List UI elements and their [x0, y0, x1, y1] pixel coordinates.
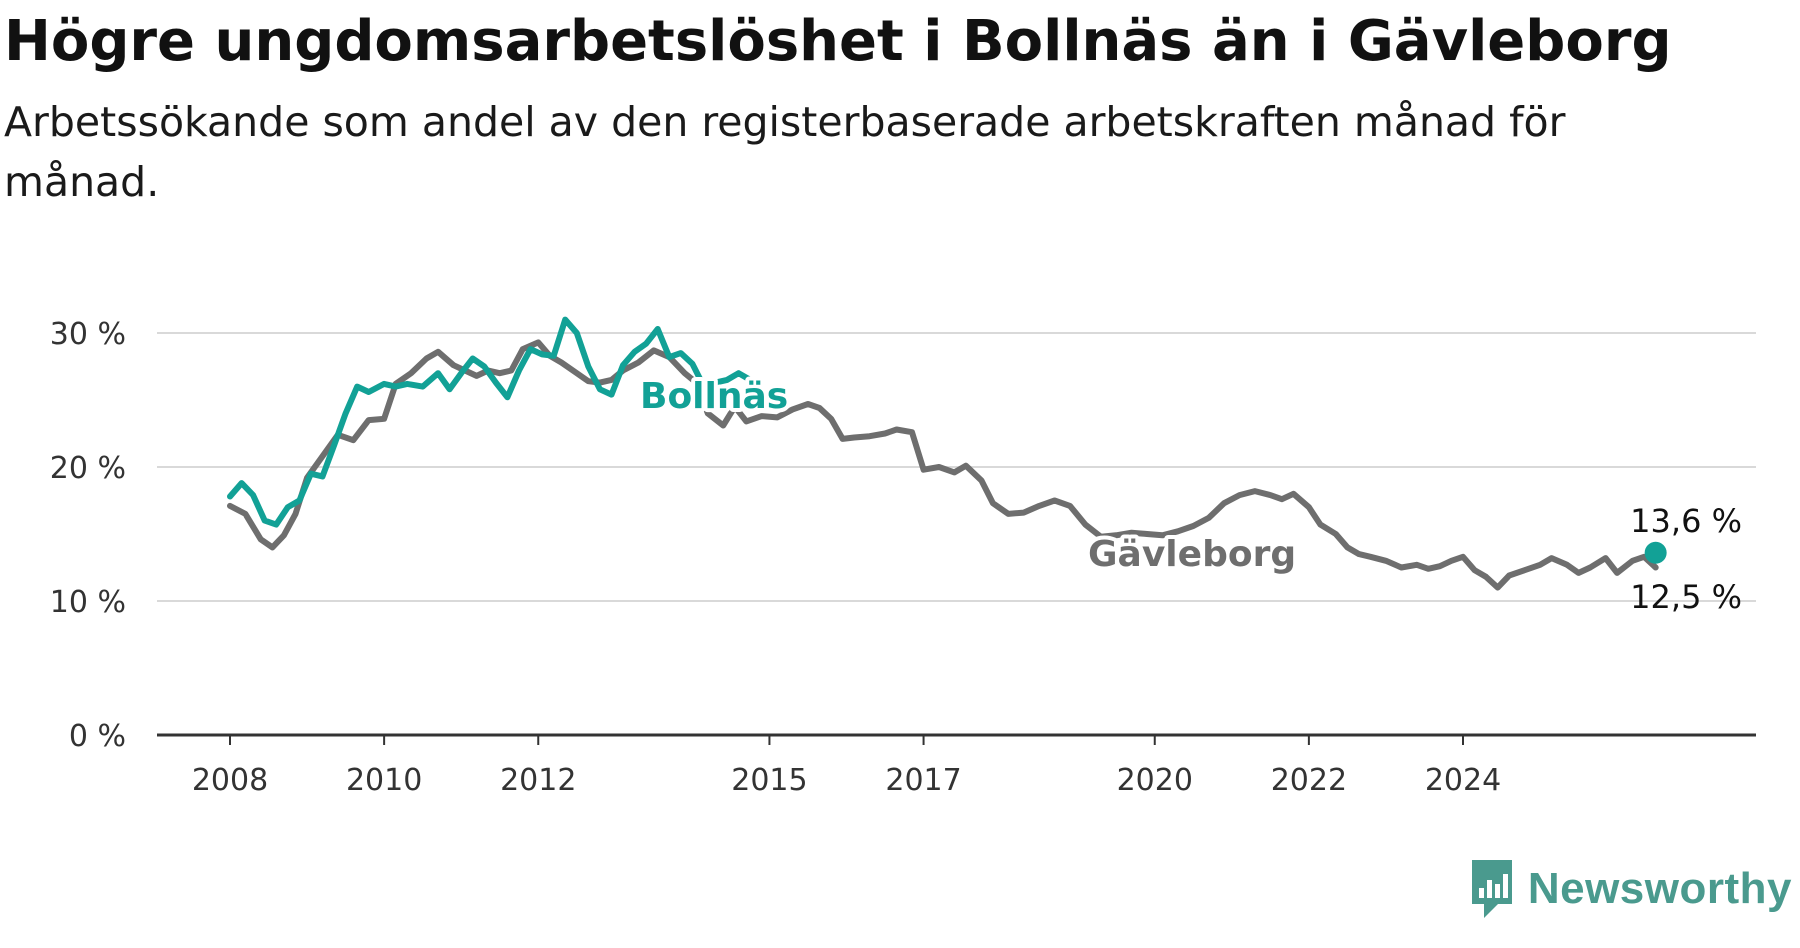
series-lines	[227, 316, 1659, 591]
grid-lines	[157, 332, 1756, 602]
x-tick-label: 2017	[885, 763, 961, 798]
series-label-bollnas-halo: Bollnäs	[640, 376, 788, 417]
y-tick-label: 10 %	[50, 585, 126, 620]
end-value-gavleborg: 12,5 %	[1630, 578, 1742, 616]
brand-name: Newsworthy	[1527, 864, 1792, 913]
series-label-gavleborg-halo: Gävleborg	[1088, 534, 1296, 575]
series-label-bollnas: Bollnäs	[640, 376, 788, 417]
x-tick-label: 2015	[731, 763, 807, 798]
series-label-gavleborg: Gävleborg	[1088, 534, 1296, 575]
x-tick-label: 2022	[1271, 763, 1347, 798]
chart-subtitle: Arbetssökande som andel av den registerb…	[4, 98, 1566, 206]
newsworthy-logo: Newsworthy	[1468, 858, 1792, 920]
x-tick-label: 2024	[1425, 763, 1501, 798]
y-tick-label: 0 %	[69, 719, 126, 754]
x-tick-label: 2010	[346, 763, 422, 798]
x-axis: 2008 2010 2012 2015 2017 2020 2022 2024	[157, 733, 1756, 798]
y-tick-label: 30 %	[50, 317, 126, 352]
x-tick-label: 2012	[500, 763, 576, 798]
y-tick-label: 20 %	[50, 451, 126, 486]
series-line-bollnäs	[227, 316, 754, 528]
newsworthy-logo-icon	[1471, 860, 1512, 918]
chart-title: Högre ungdomsarbetslöshet i Bollnäs än i…	[4, 9, 1672, 74]
x-tick-label: 2020	[1117, 763, 1193, 798]
y-axis: 0 % 10 % 20 % 30 %	[50, 317, 126, 754]
end-value-bollnas: 13,6 %	[1630, 502, 1742, 540]
endpoint-dot	[1644, 541, 1667, 564]
series-line-gävleborg	[227, 339, 1659, 591]
x-tick-label: 2008	[192, 763, 268, 798]
